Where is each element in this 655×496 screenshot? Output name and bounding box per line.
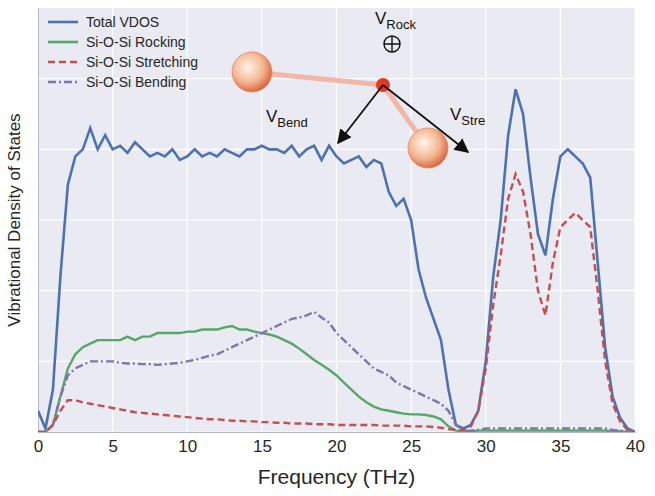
grid-line-y (38, 290, 635, 291)
si-atom (232, 52, 272, 92)
grid (38, 8, 635, 432)
out-of-plane-symbol (384, 36, 400, 52)
annotation-main: V (375, 9, 387, 28)
annotation-main: V (450, 105, 462, 124)
x-tick: 25 (402, 432, 421, 456)
annotation-main: V (266, 107, 278, 126)
x-tick: 0 (34, 432, 43, 456)
arrow (338, 85, 383, 143)
annotation: VStre (450, 105, 485, 128)
legend-label: Total VDOS (86, 14, 159, 30)
annotation-subscript: Bend (277, 115, 307, 130)
legend-swatch (48, 61, 78, 64)
grid-line-y (38, 149, 635, 150)
x-tick: 35 (551, 432, 570, 456)
lines (38, 89, 635, 432)
legend-entry: Si-O-Si Rocking (48, 34, 186, 50)
legend-swatch (48, 41, 78, 44)
legend-entry: Total VDOS (48, 14, 159, 30)
legend-entry: Si-O-Si Stretching (48, 54, 198, 70)
si-atom (408, 128, 448, 168)
annotation-subscript: Stre (461, 113, 485, 128)
y-axis (38, 9, 40, 433)
legend-swatch (48, 21, 78, 24)
plot: 0 5 10 15 20 25 30 35 40 Total VDOS Si-O-Si Rockin… (34, 8, 645, 456)
x-tick: 40 (626, 432, 645, 456)
y-axis-title: Vibrational Density of States (5, 113, 24, 326)
x-tick-label: 0 (34, 437, 43, 456)
x-tick-label: 40 (626, 437, 645, 456)
legend-entry: Si-O-Si Bending (48, 74, 186, 90)
series-line (38, 312, 635, 432)
series-line (38, 89, 635, 432)
legend-label: Si-O-Si Rocking (86, 34, 186, 50)
arrow (383, 85, 468, 152)
x-tick-label: 10 (178, 437, 197, 456)
x-tick-label: 35 (551, 437, 570, 456)
legend-swatch (48, 81, 78, 84)
molecule-inset: VRockVBendVStre (232, 9, 485, 168)
out-of-plane-symbol (384, 36, 400, 52)
grid-line-y (38, 219, 635, 220)
x-tick: 5 (108, 432, 117, 456)
chart: 0 5 10 15 20 25 30 35 40 Total VDOS Si-O-Si Rockin… (0, 0, 655, 496)
annotation: VRock (375, 9, 416, 32)
x-tick-label: 25 (402, 437, 421, 456)
x-tick-label: 30 (477, 437, 496, 456)
plot-background (38, 8, 635, 432)
y-axis-line (38, 9, 39, 433)
x-tick-label: 5 (108, 437, 117, 456)
x-axis: 0 5 10 15 20 25 30 35 40 (34, 432, 645, 456)
grid-line-x (37, 8, 38, 432)
series-line (38, 326, 635, 432)
annotation: VBend (266, 107, 308, 130)
x-tick: 10 (178, 432, 197, 456)
x-axis-line (39, 432, 636, 433)
legend: Total VDOS Si-O-Si Rocking Si-O-Si Stretch… (48, 14, 198, 90)
x-tick: 30 (477, 432, 496, 456)
x-axis-title: Frequency (THz) (258, 465, 416, 488)
grid-line-y (38, 361, 635, 362)
x-tick: 15 (253, 432, 272, 456)
x-tick: 20 (328, 432, 347, 456)
series-line (38, 174, 635, 432)
legend-label: Si-O-Si Bending (86, 74, 186, 90)
x-tick-label: 15 (253, 437, 272, 456)
annotation-subscript: Rock (386, 17, 416, 32)
legend-label: Si-O-Si Stretching (86, 54, 198, 70)
x-tick-label: 20 (328, 437, 347, 456)
